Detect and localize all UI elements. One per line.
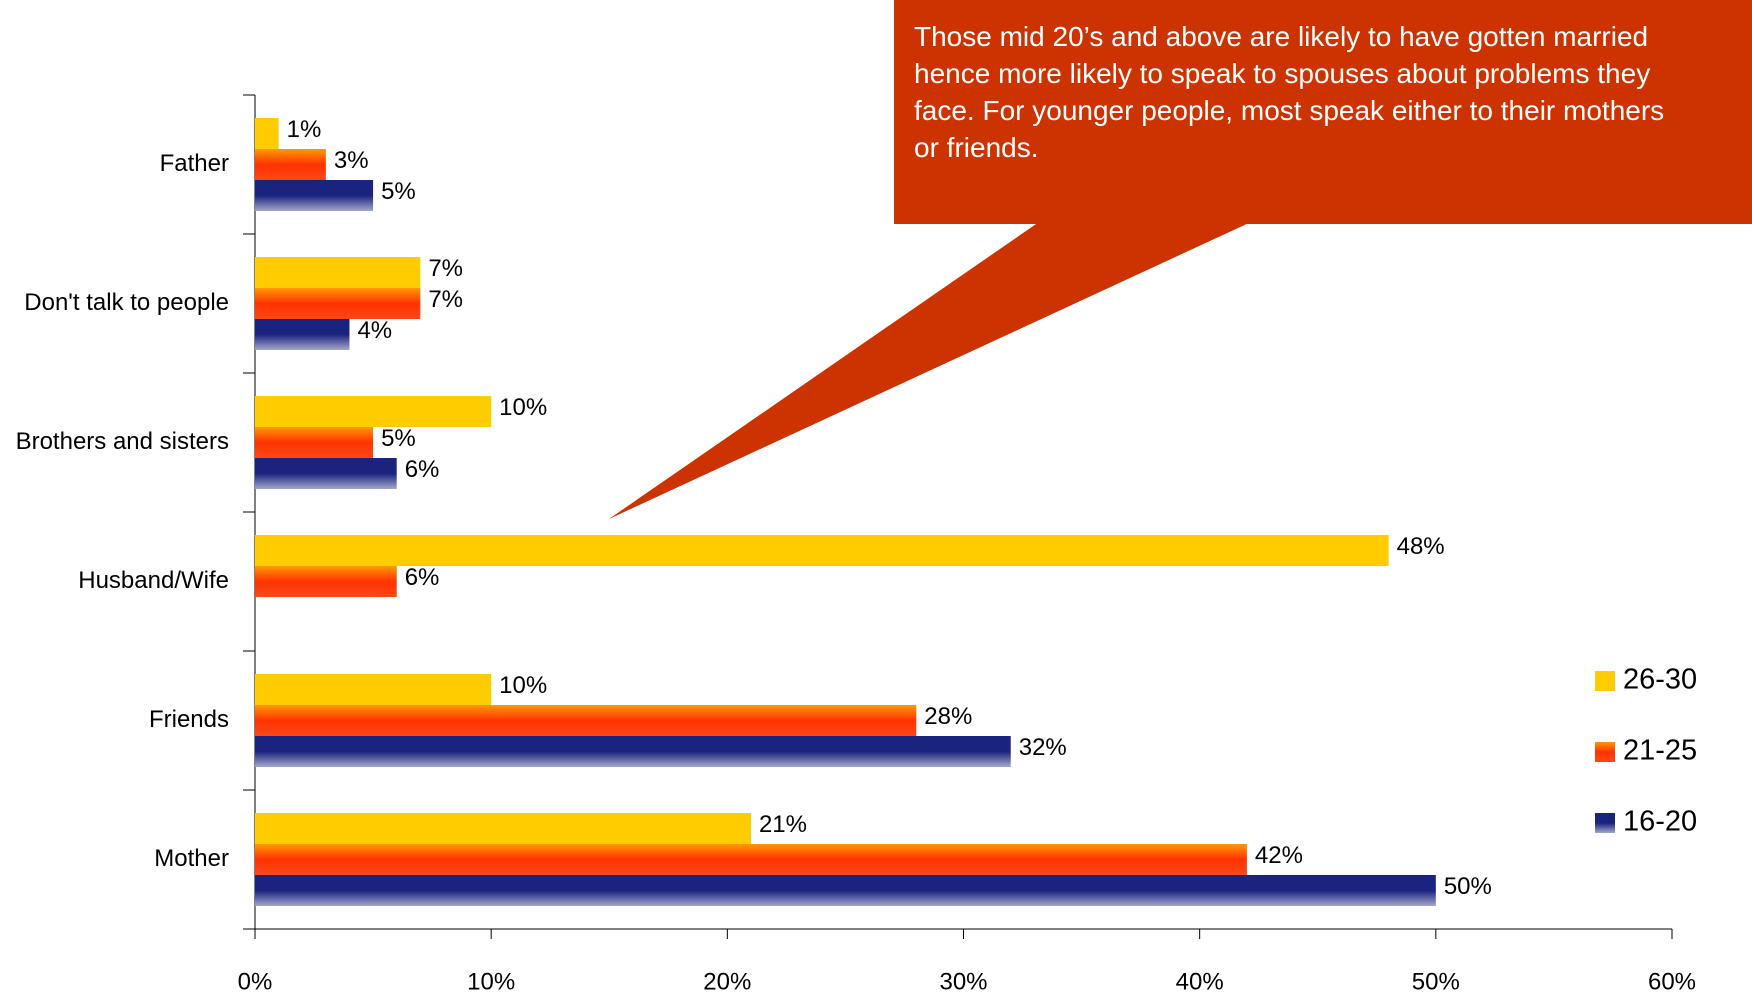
category-label: Father	[160, 150, 229, 177]
bar	[255, 288, 420, 319]
value-label: 5%	[381, 178, 416, 205]
bar	[255, 118, 279, 149]
legend-label: 21-25	[1623, 735, 1697, 767]
legend-swatch	[1595, 813, 1615, 833]
bar	[255, 566, 397, 597]
x-tick-label: 20%	[703, 968, 751, 995]
page: 0% 10% 20% 30% 40% 50% 60% Father 1% 3% 5% Don't ta…	[0, 0, 1752, 995]
legend-swatch	[1595, 671, 1615, 691]
value-label: 5%	[381, 425, 416, 452]
value-label: 28%	[924, 703, 972, 730]
x-tick-label: 60%	[1648, 968, 1696, 995]
category-label: Brothers and sisters	[16, 428, 229, 455]
legend-swatch	[1595, 742, 1615, 762]
x-tick-label: 40%	[1176, 968, 1224, 995]
category-label: Friends	[149, 706, 229, 733]
value-label: 4%	[357, 317, 392, 344]
bar	[255, 674, 491, 705]
value-label: 7%	[428, 286, 463, 313]
value-label: 10%	[499, 394, 547, 421]
bar	[255, 180, 373, 211]
bar	[255, 844, 1247, 875]
callout-pointer	[609, 222, 1251, 519]
bar	[255, 535, 1389, 566]
value-label: 42%	[1255, 842, 1303, 869]
bar	[255, 149, 326, 180]
value-label: 3%	[334, 147, 369, 174]
value-label: 7%	[428, 255, 463, 282]
x-tick-label: 10%	[467, 968, 515, 995]
legend-label: 26-30	[1623, 664, 1697, 696]
value-label: 6%	[405, 564, 440, 591]
bar	[255, 396, 491, 427]
bar	[255, 427, 373, 458]
category-label: Mother	[154, 845, 229, 872]
bar	[255, 875, 1436, 906]
x-tick-label: 50%	[1412, 968, 1460, 995]
value-label: 50%	[1444, 873, 1492, 900]
bar	[255, 257, 420, 288]
category-label: Don't talk to people	[24, 289, 229, 316]
bar	[255, 705, 916, 736]
bar	[255, 736, 1011, 767]
bar	[255, 458, 397, 489]
bar	[255, 813, 751, 844]
value-label: 1%	[287, 116, 322, 143]
bar	[255, 319, 349, 350]
x-tick-label: 30%	[939, 968, 987, 995]
value-label: 6%	[405, 456, 440, 483]
annotation: Those mid 20’s and above are likely to h…	[914, 18, 1674, 166]
category-label: Husband/Wife	[78, 567, 229, 594]
value-label: 32%	[1019, 734, 1067, 761]
legend-label: 16-20	[1623, 806, 1697, 838]
value-label: 21%	[759, 811, 807, 838]
value-label: 10%	[499, 672, 547, 699]
x-tick-label: 0%	[238, 968, 273, 995]
value-label: 48%	[1397, 533, 1445, 560]
